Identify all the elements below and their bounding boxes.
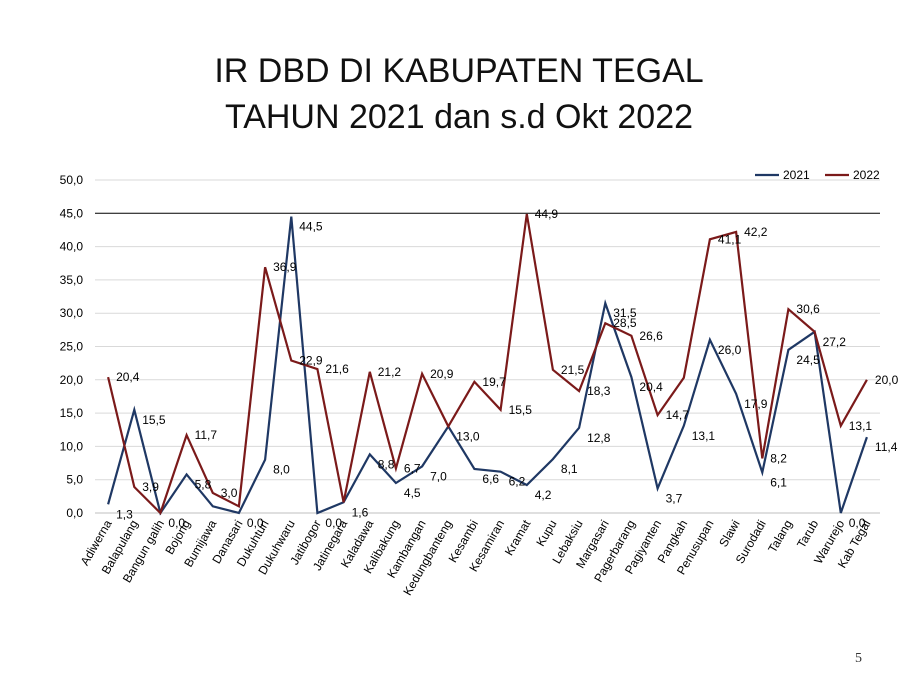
data-label-2022: 18,3 [587,384,611,398]
data-label-2022: 21,5 [561,363,585,377]
y-tick-label: 20,0 [60,373,84,387]
y-tick-label: 45,0 [60,206,84,220]
chart-title-line2: TAHUN 2021 dan s.d Okt 2022 [224,98,694,136]
data-label-2021: 13,0 [456,429,480,443]
data-label-2021: 26,0 [718,343,742,357]
legend-label-2021: 2021 [783,168,810,182]
data-labels: 1,3 15,5 0,0 5,8 0,0 8,0 44,5 0,0 1,6 8,8 4,5 7,0 13… [116,207,899,530]
page-number: 5 [855,651,862,666]
y-tick-label: 0,0 [66,506,83,520]
data-label-2022: 8,2 [770,451,787,465]
data-label-2022: 21,6 [325,362,349,376]
data-label-2022: 11,7 [195,428,218,442]
data-label-2021: 8,1 [561,462,578,476]
data-label-2021: 15,5 [142,413,166,427]
data-label-2022: 14,7 [666,408,690,422]
y-tick-label: 35,0 [60,273,84,287]
data-label-2021: 17,9 [744,397,768,411]
data-label-2022: 20,4 [116,370,140,384]
data-label-2021: 6,2 [509,475,526,489]
y-tick-label: 5,0 [66,473,83,487]
data-label-2021: 3,7 [666,491,683,505]
data-label-2022: 26,6 [639,329,663,343]
data-label-2021: 24,5 [796,353,820,367]
data-label-2022: 19,7 [482,375,506,389]
data-label-2021: 4,5 [404,486,421,500]
data-label-2021: 20,4 [639,380,663,394]
data-label-2021: 31,5 [613,306,637,320]
y-tick-label: 15,0 [60,406,84,420]
data-label-2022: 20,9 [430,367,454,381]
series-lines [107,213,868,516]
data-label-2021: 1,6 [352,505,369,519]
series-line-2022 [107,213,868,516]
legend-label-2022: 2022 [853,168,880,182]
data-label-2021: 8,0 [273,463,290,477]
data-label-2021: 12,8 [587,431,611,445]
series-line-2021 [107,216,868,516]
x-tick-label: Kramat [502,517,534,558]
x-tick-label: Kupu [533,518,559,549]
data-label-2022: 41,1 [718,232,742,246]
data-label-2021: 8,8 [378,457,395,471]
data-label-2021: 0,0 [849,516,866,530]
data-label-2021: 1,3 [116,507,133,521]
grid-lines [95,179,880,514]
y-tick-label: 40,0 [60,240,84,254]
data-label-2022: 30,6 [796,302,820,316]
data-label-2022: 20,0 [875,373,899,387]
data-label-2022: 3,9 [142,480,159,494]
data-label-2021: 4,2 [535,488,552,502]
data-label-2022: 13,1 [849,419,873,433]
data-label-2022: 36,9 [273,260,297,274]
data-label-2022: 44,9 [535,207,559,221]
data-label-2022: 3,0 [221,486,238,500]
data-label-2021: 7,0 [430,469,447,483]
data-label-2022: 21,2 [378,365,402,379]
data-label-2022: 42,2 [744,225,768,239]
data-label-2021: 0,0 [247,516,264,530]
data-label-2021: 13,1 [692,429,716,443]
data-label-2022: 28,5 [613,316,637,330]
data-label-2021: 6,1 [770,475,787,489]
data-label-2021: 27,2 [823,335,847,349]
data-label-2021: 0,0 [325,516,342,530]
data-label-2021: 0,0 [168,516,185,530]
data-label-2021: 44,5 [299,220,323,234]
data-label-2021: 6,6 [482,472,499,486]
data-label-2022: 22,9 [299,353,323,367]
y-tick-label: 50,0 [60,173,84,187]
data-label-2022: 15,5 [509,403,533,417]
data-label-2021: 11,4 [875,440,898,454]
x-tick-label: Slawi [716,518,742,550]
y-tick-label: 30,0 [60,306,84,320]
data-label-2021: 5,8 [195,477,212,491]
y-tick-label: 10,0 [60,439,84,453]
legend: 2021 2022 [755,168,880,182]
x-tick-label: Talang [765,518,795,556]
y-tick-label: 25,0 [60,340,84,354]
x-tick-label: Tarub [794,517,821,550]
chart-title-line1: IR DBD DI KABUPATEN TEGAL [214,52,704,90]
data-label-2022: 6,7 [404,461,421,475]
